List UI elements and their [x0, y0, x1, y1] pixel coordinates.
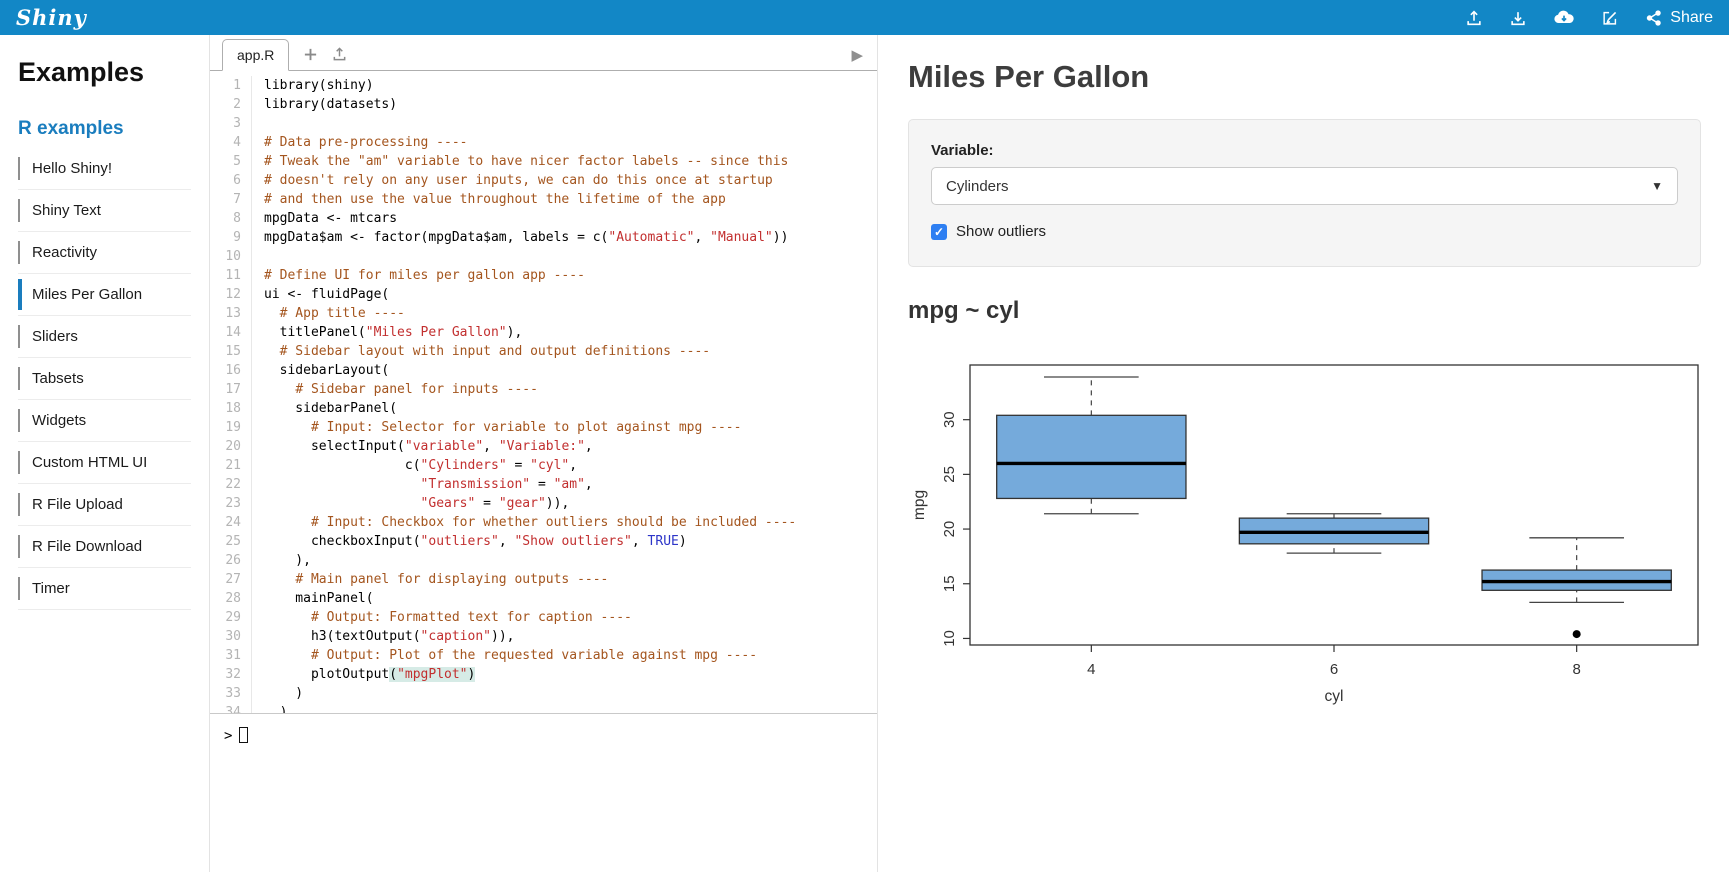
download-button[interactable] [1509, 9, 1527, 27]
sidebar-item-miles-per-gallon[interactable]: Miles Per Gallon [18, 274, 191, 316]
sidebar-section-r-examples: R examples [18, 118, 124, 139]
sidebar-item-timer[interactable]: Timer [18, 568, 191, 610]
upload-file-button[interactable] [332, 47, 347, 62]
svg-text:cyl: cyl [1325, 688, 1344, 705]
checkbox-icon: ✓ [931, 223, 947, 240]
variable-select-value: Cylinders [946, 177, 1009, 195]
code-line: 20 selectInput("variable", "Variable:", [210, 437, 877, 456]
run-button[interactable]: ▶ [851, 47, 863, 64]
share-icon [1645, 9, 1663, 27]
console[interactable]: > [210, 713, 877, 872]
code-line: 29 # Output: Formatted text for caption … [210, 608, 877, 627]
chevron-down-icon: ▼ [1651, 179, 1663, 193]
show-outliers-checkbox[interactable]: ✓ Show outliers [931, 223, 1678, 240]
code-line: 21 c("Cylinders" = "cyl", [210, 456, 877, 475]
cloud-download-icon [1553, 9, 1575, 26]
upload-icon [1465, 9, 1483, 27]
sidebar-item-widgets[interactable]: Widgets [18, 400, 191, 442]
sidebar-item-reactivity[interactable]: Reactivity [18, 232, 191, 274]
svg-text:mpg: mpg [911, 490, 928, 520]
code-line: 1 library(shiny) [210, 76, 877, 95]
code-line: 26 ), [210, 551, 877, 570]
code-line: 13 # App title ---- [210, 304, 877, 323]
variable-select[interactable]: Cylinders ▼ [931, 167, 1678, 205]
sidebar-item-r-file-download[interactable]: R File Download [18, 526, 191, 568]
code-line: 30 h3(textOutput("caption")), [210, 627, 877, 646]
examples-sidebar: Examples R examples Hello Shiny! Shiny Te… [0, 35, 210, 872]
upload-button[interactable] [1465, 9, 1483, 27]
code-line: 19 # Input: Selector for variable to plo… [210, 418, 877, 437]
code-line: 16 sidebarLayout( [210, 361, 877, 380]
code-editor[interactable]: 1 library(shiny) 2 library(datasets) 3 4 # Dat… [210, 71, 877, 713]
share-button[interactable]: Share [1645, 9, 1713, 27]
sidebar-item-hello-shiny-[interactable]: Hello Shiny! [18, 148, 191, 190]
code-line: 34 ) [210, 703, 877, 713]
code-line: 9 mpgData$am <- factor(mpgData$am, labels… [210, 228, 877, 247]
mpg-boxplot: 10 15 20 25 30 4 6 8 mpg cyl [911, 364, 1699, 705]
code-line: 24 # Input: Checkbox for whether outlier… [210, 513, 877, 532]
code-line: 14 titlePanel("Miles Per Gallon"), [210, 323, 877, 342]
code-line: 23 "Gears" = "gear")), [210, 494, 877, 513]
editor-pane: app.R ▶ 1 library(shiny) 2 library(datasets… [210, 35, 878, 872]
sidebar-title: Examples [18, 57, 145, 87]
console-prompt: > [224, 728, 233, 744]
code-line: 31 # Output: Plot of the requested varia… [210, 646, 877, 665]
svg-text:30: 30 [941, 411, 958, 428]
code-line: 11 # Define UI for miles per gallon app -… [210, 266, 877, 285]
shiny-logo[interactable]: Shiny [16, 5, 87, 30]
code-line: 3 [210, 114, 877, 133]
svg-text:10: 10 [941, 630, 958, 647]
code-line: 25 checkboxInput("outliers", "Show outli… [210, 532, 877, 551]
app-header: Shiny [0, 0, 1729, 35]
variable-label: Variable: [931, 142, 994, 159]
code-line: 33 ) [210, 684, 877, 703]
editor-tabbar: app.R ▶ [210, 35, 877, 71]
code-line: 22 "Transmission" = "am", [210, 475, 877, 494]
code-line: 7 # and then use the value throughout the… [210, 190, 877, 209]
plot-output: 10 15 20 25 30 4 6 8 mpg cyl [908, 353, 1701, 714]
code-line: 8 mpgData <- mtcars [210, 209, 877, 228]
svg-text:15: 15 [941, 575, 958, 592]
code-line: 5 # Tweak the "am" variable to have nicer… [210, 152, 877, 171]
add-file-button[interactable] [303, 47, 318, 62]
code-line: 4 # Data pre-processing ---- [210, 133, 877, 152]
code-line: 6 # doesn't rely on any user inputs, we c… [210, 171, 877, 190]
app-title: Miles Per Gallon [908, 59, 1150, 94]
sidebar-item-r-file-upload[interactable]: R File Upload [18, 484, 191, 526]
svg-text:4: 4 [1087, 661, 1095, 678]
sidebar-item-shiny-text[interactable]: Shiny Text [18, 190, 191, 232]
sidebar-item-sliders[interactable]: Sliders [18, 316, 191, 358]
code-line: 28 mainPanel( [210, 589, 877, 608]
edit-button[interactable] [1601, 9, 1619, 27]
cloud-download-button[interactable] [1553, 9, 1575, 26]
code-line: 27 # Main panel for displaying outputs -… [210, 570, 877, 589]
plot-caption: mpg ~ cyl [908, 297, 1020, 324]
code-line: 15 # Sidebar layout with input and outpu… [210, 342, 877, 361]
download-icon [1509, 9, 1527, 27]
code-line: 17 # Sidebar panel for inputs ---- [210, 380, 877, 399]
svg-text:25: 25 [941, 466, 958, 483]
sidebar-item-custom-html-ui[interactable]: Custom HTML UI [18, 442, 191, 484]
svg-text:6: 6 [1330, 661, 1338, 678]
share-label: Share [1670, 8, 1713, 26]
tab-app-r[interactable]: app.R [222, 39, 290, 71]
app-preview-panel: Miles Per Gallon Variable: Cylinders ▼ ✓… [878, 35, 1729, 872]
code-line: 12 ui <- fluidPage( [210, 285, 877, 304]
svg-text:20: 20 [941, 521, 958, 538]
example-list: Hello Shiny! Shiny Text Reactivity Miles Pe… [18, 148, 191, 610]
show-outliers-label: Show outliers [956, 223, 1047, 240]
code-line: 10 [210, 247, 877, 266]
code-line: 2 library(datasets) [210, 95, 877, 114]
code-line: 32 plotOutput("mpgPlot") [210, 665, 877, 684]
code-line: 18 sidebarPanel( [210, 399, 877, 418]
edit-icon [1601, 9, 1619, 27]
sidebar-item-tabsets[interactable]: Tabsets [18, 358, 191, 400]
console-cursor [239, 727, 249, 743]
svg-text:8: 8 [1572, 661, 1580, 678]
sidebar-panel-well: Variable: Cylinders ▼ ✓ Show outliers [908, 119, 1701, 267]
